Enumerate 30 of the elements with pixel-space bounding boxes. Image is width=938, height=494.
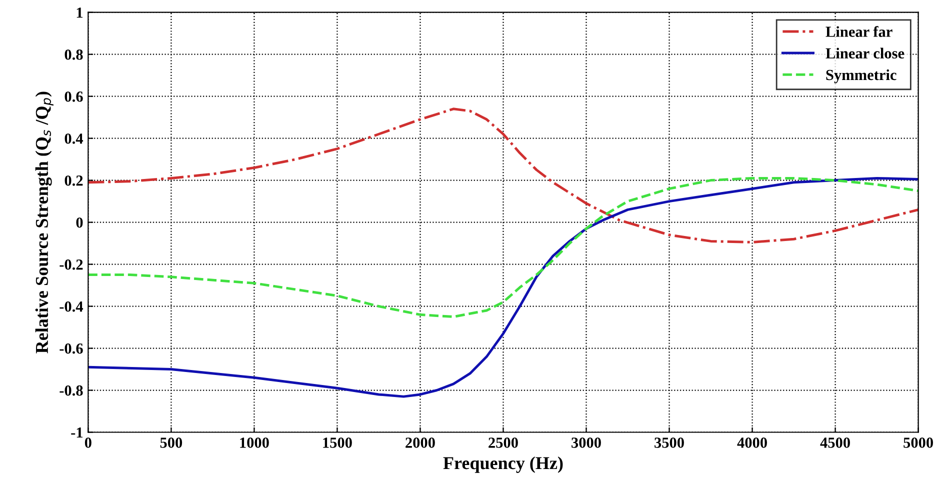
x-tick-label: 2000	[406, 438, 435, 448]
y-axis-title: Relative Source Strength (Q$_{s}$ /Q$_{p}$)	[35, 92, 54, 354]
legend-label: Symmetric	[826, 69, 896, 84]
y-tick-label: 0.2	[64, 175, 83, 186]
y-tick-label: -0.2	[60, 259, 83, 270]
legend-label: Linear far	[826, 26, 892, 37]
x-tick-label: 1000	[240, 438, 269, 448]
x-tick-label: 4500	[820, 438, 850, 448]
line-series	[88, 176, 918, 398]
legend-label: Linear close	[826, 48, 904, 59]
x-tick-label: 3000	[572, 438, 601, 448]
line-series	[88, 176, 918, 318]
y-tick-label: -0.6	[60, 343, 83, 354]
y-tick-label: -0.4	[60, 301, 84, 312]
y-tick-label: 0	[76, 217, 83, 228]
y-tick-label: 1	[76, 8, 83, 18]
x-tick-label: 2500	[488, 438, 518, 448]
y-tick-label: 0.4	[64, 133, 84, 144]
y-tick-label: -1	[71, 427, 83, 438]
x-tick-label: 1500	[323, 438, 352, 448]
y-tick-label: 0.6	[64, 91, 83, 102]
line-series	[88, 108, 918, 244]
x-tick-label: 4000	[737, 438, 767, 448]
x-axis-title: Frequency (Hz)	[443, 456, 563, 473]
x-tick-label: 500	[160, 438, 182, 448]
y-tick-label: -0.8	[60, 385, 83, 396]
y-tick-label: 0.8	[64, 49, 83, 60]
x-tick-label: 0	[84, 438, 92, 448]
x-tick-label: 5000	[904, 438, 933, 448]
x-tick-label: 3500	[654, 438, 684, 448]
